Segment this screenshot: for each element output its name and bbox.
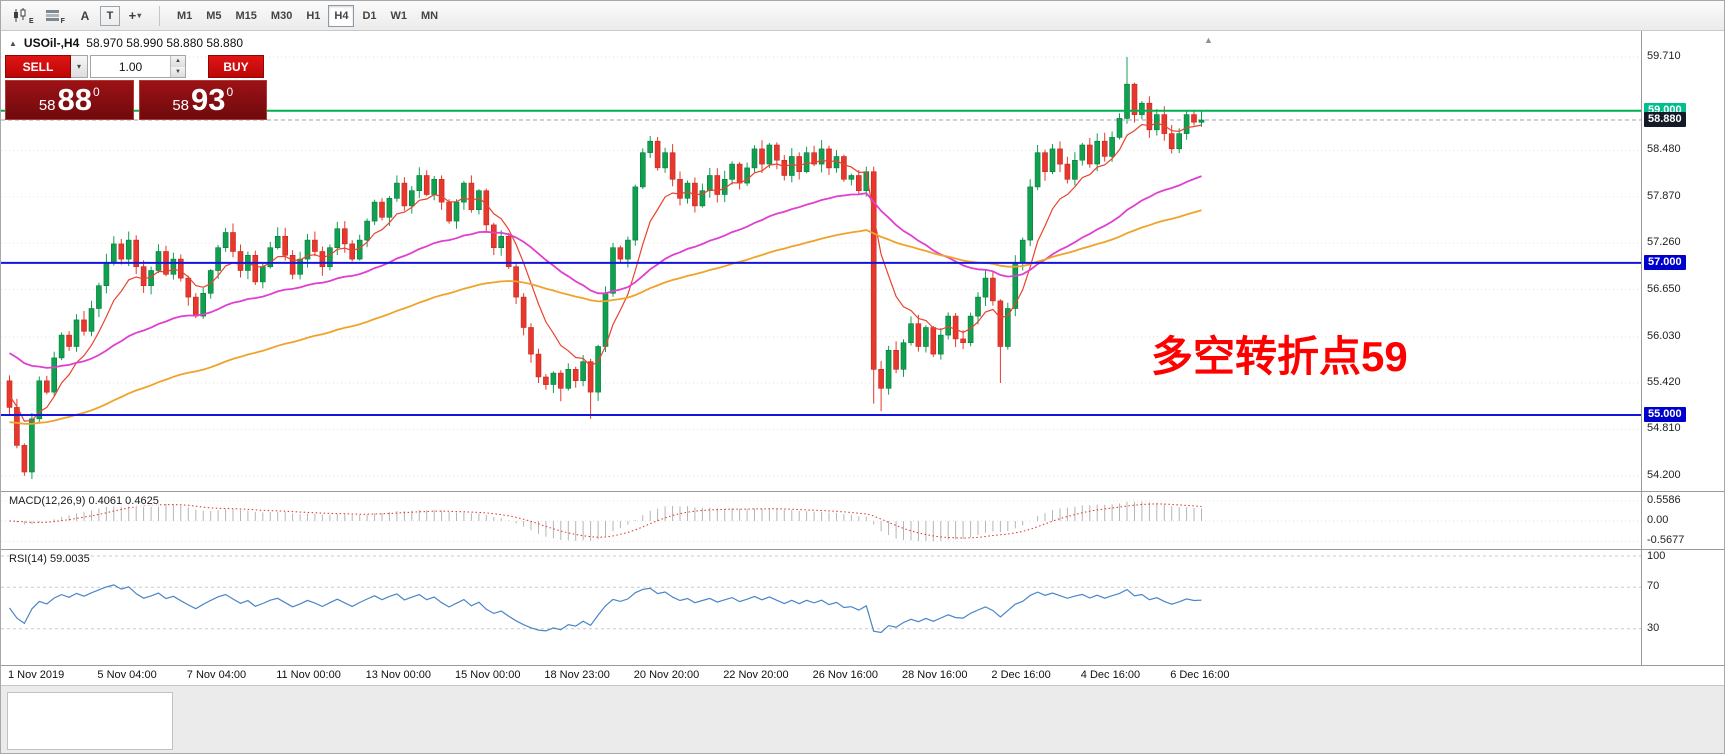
sell-options-button[interactable]: ▾: [71, 55, 88, 78]
template-tool-button[interactable]: T: [99, 5, 120, 26]
price-tick-label: 56.030: [1647, 329, 1681, 342]
timeframe-button-m15[interactable]: M15: [230, 5, 263, 27]
time-axis-label: 2 Dec 16:00: [991, 669, 1051, 681]
chart-type-sub-label: E: [29, 17, 34, 25]
price-axis: 59.710 58.480 57.870 57.260 56.650 56.030 55.4…: [1641, 31, 1724, 491]
chart-type-button[interactable]: E: [7, 4, 39, 28]
symbol-triangle-icon: ▲: [9, 38, 17, 48]
price-tick-label: 54.200: [1647, 468, 1681, 481]
rsi-axis: 100 70 30: [1641, 549, 1724, 665]
time-axis-label: 22 Nov 20:00: [723, 669, 789, 681]
time-axis-label: 15 Nov 00:00: [455, 669, 521, 681]
rsi-label: RSI(14) 59.0035: [9, 553, 90, 565]
timeframe-button-h1[interactable]: H1: [300, 5, 326, 27]
volume-field: ▲ ▼: [90, 55, 186, 78]
trade-panel: SELL ▾ ▲ ▼ BUY 58 88 0 58: [5, 55, 267, 120]
volume-spinner: ▲ ▼: [170, 56, 185, 77]
trade-order-row: SELL ▾ ▲ ▼ BUY: [5, 55, 267, 78]
time-axis-label: 4 Dec 16:00: [1080, 669, 1141, 681]
macd-chart[interactable]: [1, 492, 1641, 549]
grid-icon: [45, 10, 59, 21]
sell-price-prefix: 58: [38, 97, 56, 114]
time-axis-label: 6 Dec 16:00: [1170, 669, 1230, 681]
crosshair-tool-button[interactable]: + ▾: [122, 4, 148, 28]
timeframe-button-m5[interactable]: M5: [200, 5, 227, 27]
time-axis-label: 20 Nov 20:00: [633, 669, 700, 681]
crosshair-icon: +: [128, 8, 137, 23]
buy-price-big: 93: [191, 82, 226, 117]
macd-panel[interactable]: MACD(12,26,9) 0.4061 0.4625: [1, 491, 1641, 549]
time-axis-label: 28 Nov 16:00: [902, 669, 968, 681]
indicator-list-button[interactable]: F: [41, 4, 70, 28]
volume-increment-button[interactable]: ▲: [171, 56, 185, 67]
time-axis-label: 13 Nov 00:00: [365, 669, 432, 681]
macd-label: MACD(12,26,9) 0.4061 0.4625: [9, 495, 159, 507]
buy-button[interactable]: BUY: [208, 55, 264, 78]
buy-price-sup: 0: [226, 85, 234, 99]
buy-quote-tile[interactable]: 58 93 0: [138, 80, 267, 120]
rsi-tick-label: 30: [1647, 621, 1660, 634]
chart-shift-marker-icon[interactable]: ▲: [1204, 35, 1213, 45]
bottom-dock-area: [1, 685, 1724, 753]
price-tag: 57.000: [1644, 254, 1686, 270]
rsi-chart[interactable]: [1, 550, 1641, 665]
time-axis-label: 11 Nov 00:00: [276, 669, 341, 681]
timeframe-button-m1[interactable]: M1: [171, 5, 198, 27]
candlestick-chart[interactable]: [1, 31, 1641, 491]
chart-annotation-text: 多空转折点59: [1151, 333, 1408, 380]
sell-price-big: 88: [57, 82, 92, 117]
macd-tick-label: 0.00: [1647, 514, 1669, 526]
buy-price-prefix: 58: [172, 97, 189, 114]
candlestick-chart-icon: [14, 8, 26, 22]
rsi-tick-label: 100: [1647, 550, 1666, 562]
price-tick-label: 57.870: [1647, 189, 1681, 202]
main-chart-panel[interactable]: ▲ USOil-,H4 58.970 58.990 58.880 58.880 …: [1, 31, 1641, 491]
time-axis-label: 5 Nov 04:00: [97, 669, 157, 681]
indicator-list-sub-label: F: [60, 17, 65, 25]
trade-quote-row: 58 88 0 58 93 0: [5, 80, 267, 120]
price-tick-label: 57.260: [1647, 236, 1681, 249]
time-axis-label: 26 Nov 16:00: [812, 669, 879, 681]
symbol-ohlc-values: 58.970 58.990 58.880 58.880: [86, 36, 244, 50]
time-axis: 1 Nov 2019 5 Nov 04:00 7 Nov 04:00 11 Nov 0…: [1, 665, 1724, 685]
time-axis-label: 1 Nov 2019: [8, 669, 65, 681]
sell-price-sup: 0: [92, 85, 100, 99]
sell-quote-tile[interactable]: 58 88 0: [5, 80, 134, 120]
volume-decrement-button[interactable]: ▼: [171, 66, 185, 77]
macd-tick-label: -0.5677: [1647, 534, 1685, 547]
sell-button[interactable]: SELL: [5, 55, 71, 78]
symbol-header: ▲ USOil-,H4 58.970 58.990 58.880 58.880: [9, 36, 243, 50]
rsi-tick-label: 70: [1647, 580, 1660, 593]
price-tick-label: 58.480: [1647, 143, 1681, 156]
price-tick-label: 55.420: [1647, 376, 1681, 389]
timeframe-button-m30[interactable]: M30: [265, 5, 298, 27]
toolbar-separator: [158, 5, 160, 26]
price-tick-label: 56.650: [1647, 282, 1681, 295]
time-axis-label: 18 Nov 23:00: [544, 669, 610, 681]
price-tick-label: 59.710: [1647, 49, 1681, 62]
text-tool-button[interactable]: A: [72, 4, 98, 28]
timeframe-button-h4[interactable]: H4: [328, 4, 355, 27]
macd-tick-label: 0.5586: [1647, 493, 1681, 506]
bottom-dock-placeholder[interactable]: [7, 692, 173, 750]
timeframe-button-mn[interactable]: MN: [415, 5, 444, 27]
price-tag: 58.880: [1644, 111, 1686, 127]
chevron-down-icon: ▾: [137, 11, 142, 20]
price-tick-label: 54.810: [1647, 422, 1681, 435]
timeframe-button-w1[interactable]: W1: [385, 5, 414, 27]
top-toolbar: E F A T + ▾ M1 M5 M15 M30 H1 H4 D1 W1 MN: [1, 1, 1724, 31]
price-tag: 55.000: [1644, 406, 1686, 422]
symbol-name: USOil-,H4: [23, 36, 80, 50]
time-axis-label: 7 Nov 04:00: [186, 669, 247, 681]
volume-input[interactable]: [91, 56, 170, 77]
timeframe-button-d1[interactable]: D1: [356, 5, 382, 27]
macd-axis: 0.5586 0.00 -0.5677: [1641, 491, 1724, 549]
rsi-panel[interactable]: RSI(14) 59.0035: [1, 549, 1641, 665]
